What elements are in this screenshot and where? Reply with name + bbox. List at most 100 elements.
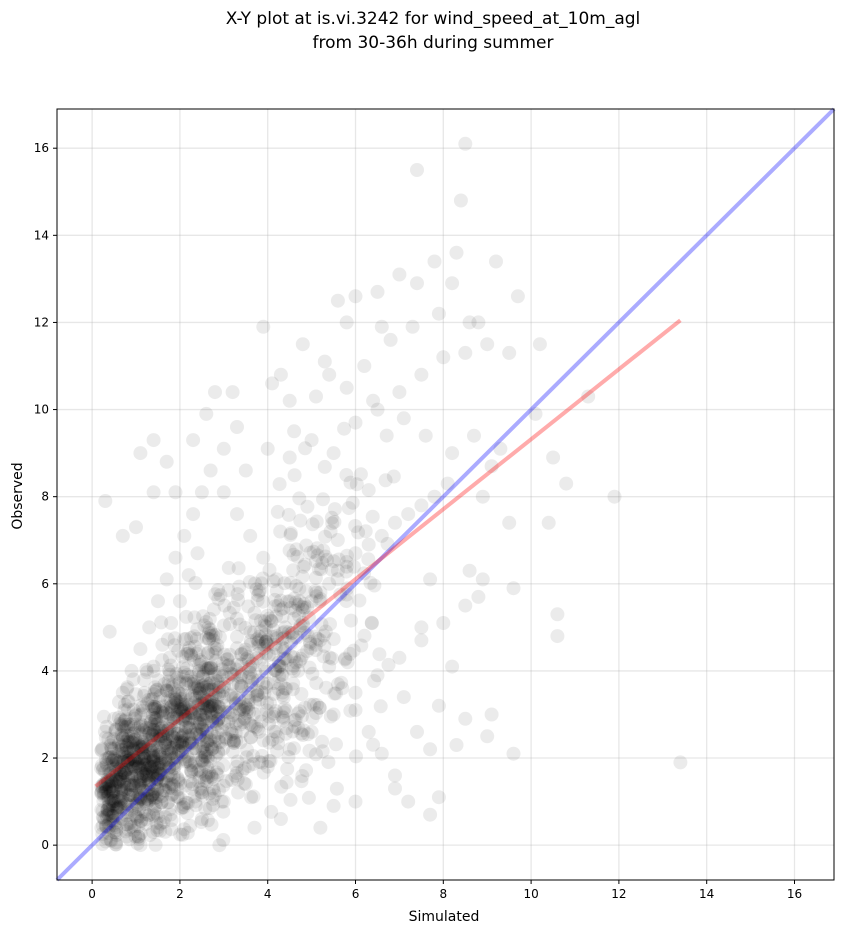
scatter-point xyxy=(225,677,240,691)
scatter-point xyxy=(122,735,137,749)
scatter-point xyxy=(229,611,244,626)
scatter-point xyxy=(374,746,389,761)
scatter-point xyxy=(139,767,154,782)
scatter-point xyxy=(181,729,196,744)
scatter-point xyxy=(309,698,324,712)
scatter-point xyxy=(120,756,134,771)
scatter-point xyxy=(343,646,358,661)
scatter-point xyxy=(127,760,142,775)
scatter-point xyxy=(343,475,358,490)
scatter-point xyxy=(231,785,246,800)
scatter-point xyxy=(265,732,280,747)
scatter-point xyxy=(242,716,257,731)
scatter-point xyxy=(392,385,407,400)
scatter-point xyxy=(164,781,179,796)
scatter-point xyxy=(238,642,253,657)
scatter-point xyxy=(322,650,337,665)
scatter-point xyxy=(178,720,193,735)
scatter-point xyxy=(147,687,161,702)
scatter-point xyxy=(386,469,401,484)
scatter-point xyxy=(330,293,345,308)
scatter-point xyxy=(133,826,148,841)
scatter-point xyxy=(346,643,361,658)
scatter-point xyxy=(153,747,168,762)
scatter-point xyxy=(200,752,215,767)
scatter-point xyxy=(146,808,161,823)
scatter-point xyxy=(127,720,142,735)
scatter-point xyxy=(228,725,243,740)
scatter-point xyxy=(221,658,236,672)
scatter-point xyxy=(195,782,210,797)
scatter-point xyxy=(201,699,216,714)
scatter-point xyxy=(134,740,149,755)
scatter-point xyxy=(299,763,314,778)
scatter-point xyxy=(193,707,208,722)
scatter-point xyxy=(158,775,173,790)
scatter-point xyxy=(185,706,200,721)
scatter-point xyxy=(241,670,256,685)
scatter-point xyxy=(673,755,688,770)
scatter-point xyxy=(137,720,152,735)
x-tick-label: 10 xyxy=(523,887,538,901)
scatter-point xyxy=(212,679,227,694)
scatter-point xyxy=(248,695,263,710)
scatter-point xyxy=(326,798,341,813)
scatter-point xyxy=(312,700,327,715)
scatter-point xyxy=(211,699,226,714)
scatter-point xyxy=(250,688,265,703)
scatter-point xyxy=(278,641,293,656)
scatter-point xyxy=(139,783,154,798)
scatter-point xyxy=(257,618,272,633)
scatter-point xyxy=(282,450,297,465)
scatter-point xyxy=(107,762,122,777)
scatter-point xyxy=(132,772,147,787)
scatter-point xyxy=(139,755,154,770)
scatter-point xyxy=(180,749,195,764)
scatter-point xyxy=(162,747,177,762)
scatter-point xyxy=(108,761,123,776)
scatter-point xyxy=(259,635,274,650)
scatter-point xyxy=(195,721,210,736)
scatter-point xyxy=(129,810,144,825)
scatter-point xyxy=(250,722,265,736)
scatter-point xyxy=(228,697,243,712)
scatter-point xyxy=(105,786,120,801)
scatter-point xyxy=(276,705,291,720)
scatter-point xyxy=(275,640,290,655)
scatter-point xyxy=(131,829,146,844)
scatter-point xyxy=(166,779,181,793)
scatter-point xyxy=(173,827,188,842)
scatter-point xyxy=(132,782,147,797)
scatter-point xyxy=(227,736,241,750)
scatter-point xyxy=(274,659,289,674)
scatter-point xyxy=(316,649,331,664)
scatter-point xyxy=(194,485,209,500)
scatter-point xyxy=(192,727,207,742)
scatter-point xyxy=(179,795,194,810)
scatter-point xyxy=(238,777,253,792)
scatter-point xyxy=(250,632,264,647)
scatter-point xyxy=(101,826,116,840)
scatter-point xyxy=(162,664,177,679)
scatter-point xyxy=(275,668,290,682)
scatter-point xyxy=(166,711,181,725)
scatter-point xyxy=(251,646,266,661)
scatter-point xyxy=(260,759,275,774)
scatter-point xyxy=(146,786,160,801)
scatter-point xyxy=(155,637,170,652)
scatter-point xyxy=(343,703,358,718)
scatter-point xyxy=(126,778,141,793)
scatter-point xyxy=(110,774,125,789)
scatter-point xyxy=(98,777,113,792)
scatter-point xyxy=(103,791,118,806)
scatter-point xyxy=(126,778,141,793)
scatter-point xyxy=(163,719,178,734)
scatter-point xyxy=(200,726,215,740)
scatter-point xyxy=(180,754,195,769)
scatter-point xyxy=(125,788,140,803)
scatter-point xyxy=(104,795,119,810)
scatter-point xyxy=(94,802,109,817)
scatter-point xyxy=(165,729,180,744)
scatter-point xyxy=(240,650,255,665)
scatter-point xyxy=(153,729,168,744)
